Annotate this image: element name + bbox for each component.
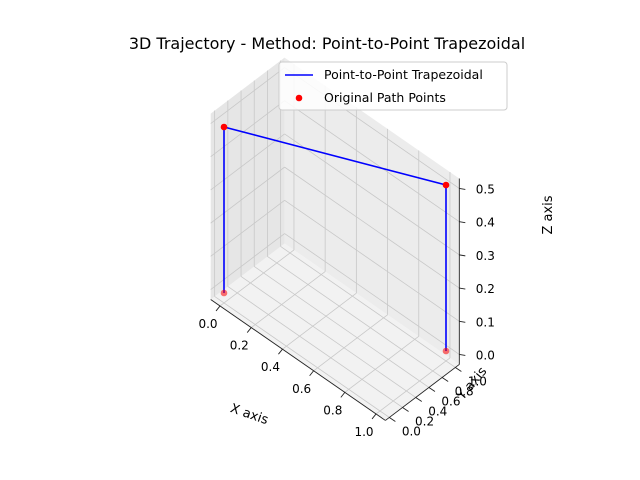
grid-line-y-floor xyxy=(227,286,403,408)
left-wall-pane xyxy=(210,57,285,300)
z-tick-label: 0.4 xyxy=(476,216,495,230)
grid-line-y-floor xyxy=(280,246,456,368)
grid-line-z-back xyxy=(284,199,460,322)
x-tick-mark xyxy=(309,370,314,377)
path-point xyxy=(442,181,450,189)
legend: Point-to-Point Trapezoidal Original Path… xyxy=(278,61,508,111)
z-tick-mark xyxy=(459,320,466,323)
path-point xyxy=(220,289,228,297)
grid-line-z-back xyxy=(284,166,460,289)
trajectory-line xyxy=(223,125,447,351)
y-tick-mark xyxy=(402,407,409,412)
grid-line-y-floor xyxy=(240,276,416,398)
y-tick-mark xyxy=(389,417,396,422)
z-tick-mark xyxy=(459,254,466,257)
grid-line-x-floor xyxy=(344,336,420,393)
y-tick-mark xyxy=(455,367,462,372)
x-tick-label: 0.0 xyxy=(198,317,217,331)
y-tick-label: 0.0 xyxy=(402,424,421,438)
x-tick-mark xyxy=(371,413,377,420)
grid-line-x-floor xyxy=(250,271,326,328)
z-tick-label: 0.2 xyxy=(476,282,495,296)
path-point xyxy=(220,123,228,131)
grid-line-y-floor xyxy=(254,266,430,388)
x-tick-mark xyxy=(278,348,283,355)
z-tick-mark xyxy=(459,221,466,224)
grid-line-x-floor xyxy=(375,357,451,415)
x-tick-mark xyxy=(215,305,221,312)
z-tick-mark xyxy=(459,287,466,290)
grid-line-z-back xyxy=(284,133,460,256)
x-axis-line xyxy=(210,299,386,421)
tick-labels: 0.00.20.40.60.81.0 0.00.20.40.60.81.00.00… xyxy=(198,182,494,438)
grid-line-z-left xyxy=(210,233,285,290)
x-tick-mark xyxy=(246,327,252,333)
x-tick-mark xyxy=(340,392,346,398)
floor-pane xyxy=(210,243,460,421)
y-tick-mark xyxy=(428,387,436,392)
z-axis-label: Z axis xyxy=(541,195,556,234)
grid-line-z-back xyxy=(284,100,460,223)
x-tick-label: 0.2 xyxy=(230,339,249,353)
y-tick-mark xyxy=(441,377,449,382)
grid-line-z-left xyxy=(210,100,285,158)
axis-panes xyxy=(210,57,460,421)
axis-lines xyxy=(210,178,460,421)
legend-marker-swatch xyxy=(295,94,303,102)
z-tick-label: 0.5 xyxy=(476,182,495,196)
z-tick-mark xyxy=(459,354,466,356)
z-tick-label: 0.1 xyxy=(476,315,495,329)
grid-line-y-floor xyxy=(267,256,443,378)
grid-line-z-back xyxy=(284,233,460,355)
x-tick-label: 0.8 xyxy=(323,403,342,417)
z-tick-label: 0.3 xyxy=(476,249,495,263)
grid-line-z-left xyxy=(210,200,285,257)
legend-label-original-points: Original Path Points xyxy=(324,90,446,105)
y-tick-mark xyxy=(415,397,423,402)
grid-line-z-left xyxy=(210,133,285,191)
x-tick-label: 1.0 xyxy=(354,425,373,439)
grid-line-x-floor xyxy=(219,249,295,307)
chart-title: 3D Trajectory - Method: Point-to-Point T… xyxy=(129,34,525,53)
data-series xyxy=(220,123,450,355)
path-point xyxy=(442,347,450,355)
y-tick-label: 1.0 xyxy=(468,374,487,388)
y-tick-label: 0.4 xyxy=(428,404,447,418)
y-axis-line xyxy=(385,364,460,421)
y-tick-label: 0.8 xyxy=(455,384,474,398)
grid-line-y-floor xyxy=(214,296,390,418)
grid-line-x-floor xyxy=(282,292,357,350)
z-tick-mark xyxy=(459,188,466,190)
y-tick-label: 0.6 xyxy=(441,394,460,408)
x-tick-label: 0.6 xyxy=(292,382,311,396)
grid-line-z-left xyxy=(210,166,285,224)
grid-line-x-floor xyxy=(313,314,388,372)
legend-label-trapezoidal: Point-to-Point Trapezoidal xyxy=(324,67,483,82)
z-tick-label: 0.0 xyxy=(476,348,495,362)
y-tick-label: 0.2 xyxy=(415,414,434,428)
back-wall-pane xyxy=(284,57,460,365)
x-tick-label: 0.4 xyxy=(261,360,280,374)
grid-line-z-left xyxy=(210,67,285,124)
legend-box xyxy=(278,61,508,111)
